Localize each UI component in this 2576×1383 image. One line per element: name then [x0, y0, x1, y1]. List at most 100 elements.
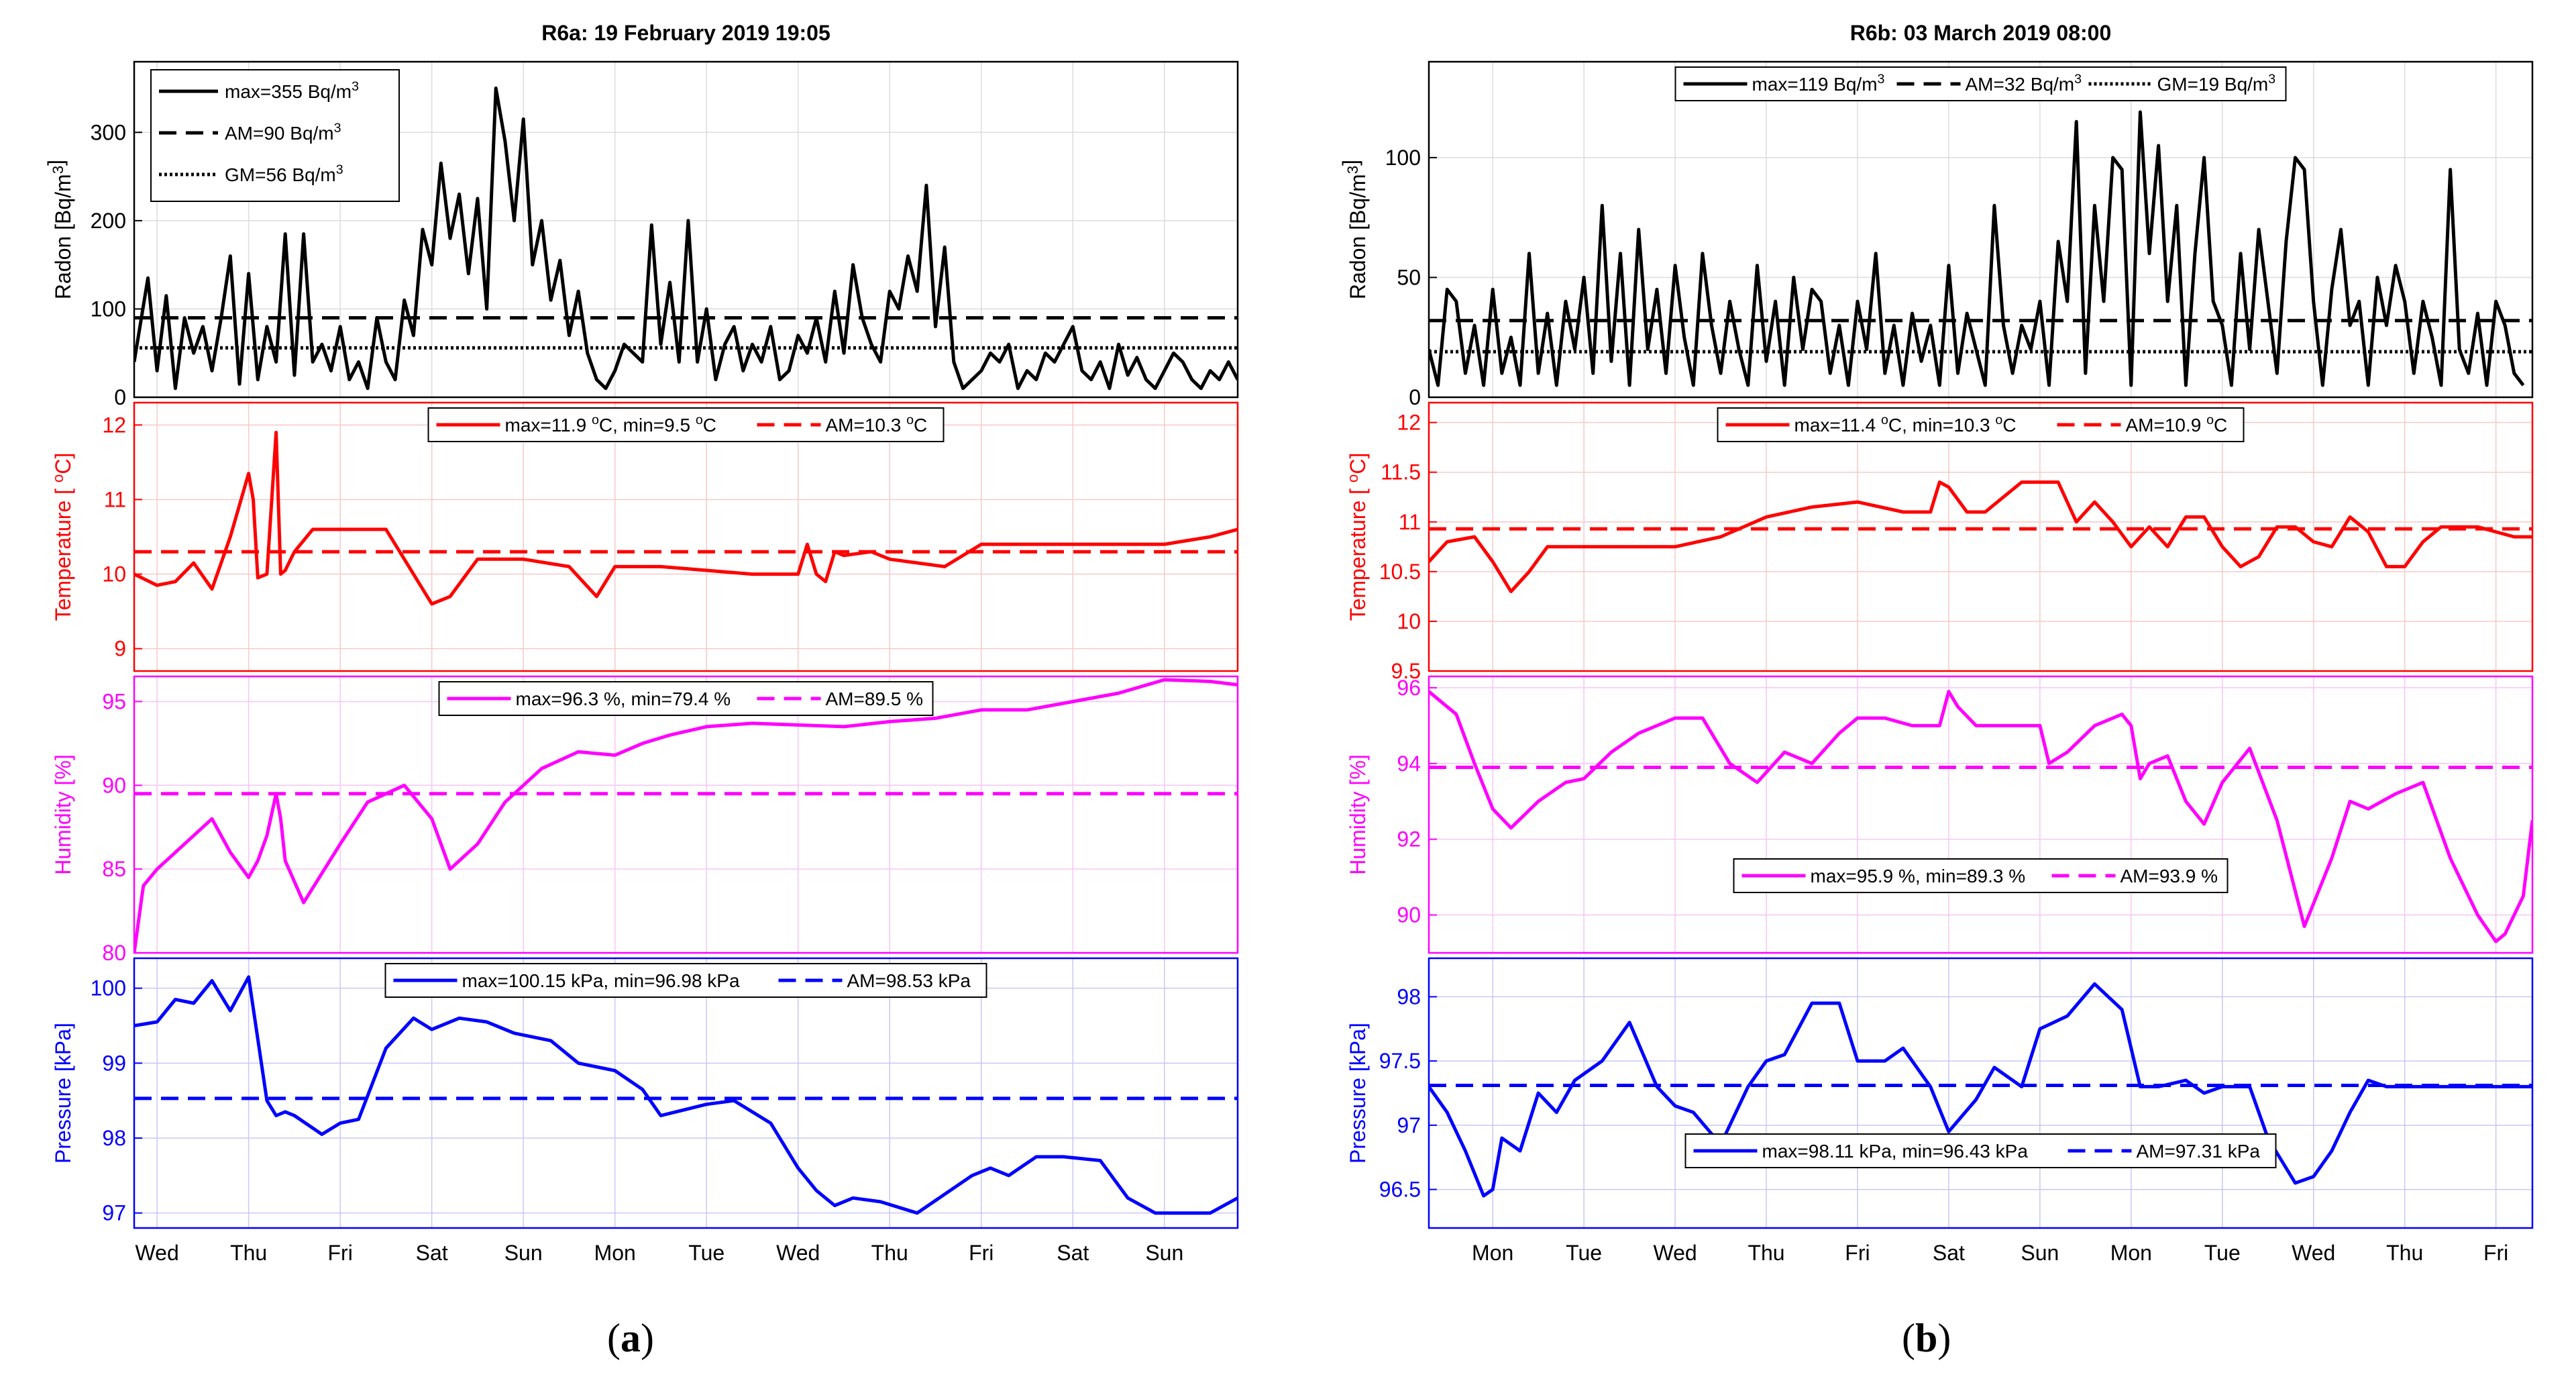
legend-box: [384, 963, 987, 998]
subplot-temperature: 9 10 11 12 Temperature [ oC] max=11.9 oC, min…: [50, 401, 1239, 672]
y-tick-label: 97: [102, 1201, 126, 1225]
y-tick-label: 90: [102, 773, 126, 797]
y-tick-label: 300: [91, 120, 126, 144]
x-tick-label: Wed: [136, 1241, 179, 1265]
legend-box: [427, 407, 945, 442]
y-tick-label: 97.5: [1379, 1049, 1421, 1073]
x-tick-label: Wed: [2292, 1241, 2335, 1265]
series-line: [134, 430, 1238, 606]
y-tick-label: 0: [114, 385, 126, 409]
legend: max=98.11 kPa, min=96.43 kPa AM=97.31 kPa: [1684, 1133, 2277, 1168]
legend-box: [1717, 407, 2245, 442]
legend-label: max=100.15 kPa, min=96.98 kPa: [462, 970, 740, 991]
x-tick-label: Tue: [688, 1241, 724, 1265]
y-tick-label: 50: [1397, 265, 1421, 289]
legend-box: [1674, 66, 2287, 101]
legend: max=11.9 oC, min=9.5 oC AM=10.3 oC: [427, 407, 945, 442]
legend-label: max=96.3 %, min=79.4 %: [516, 688, 731, 709]
y-tick-label: 12: [102, 413, 126, 437]
x-tick-label: Mon: [594, 1241, 636, 1265]
y-tick-label: 94: [1397, 752, 1421, 776]
axes-box: [1428, 957, 2534, 1229]
y-tick-label: 96: [1397, 676, 1421, 700]
subplot-radon: 0 100 200 300 Radon [Bq/m3] max=355 Bq/m3 AM=9…: [44, 60, 1239, 409]
legend: max=100.15 kPa, min=96.98 kPa AM=98.53 kP…: [384, 963, 987, 998]
x-tick-label: Tue: [2204, 1241, 2241, 1265]
subplot-temperature: 9.5 10 10.5 11 11.5 12 Temperature [ oC] max=11…: [1344, 401, 2534, 683]
y-tick-label: 9.5: [1391, 659, 1421, 683]
legend-box: [1733, 858, 2229, 893]
legend-box: [1684, 1133, 2277, 1168]
chart-title: R6b: 03 March 2019 08:00: [1850, 21, 2112, 45]
series-line: [1429, 480, 2532, 593]
series-line: [1429, 982, 2532, 1198]
legend-label: max=95.9 %, min=89.3 %: [1811, 866, 2026, 886]
subplot-pressure: 96.5 97 97.5 98 Pressure [kPa] max=98.11 kPa,…: [1346, 957, 2534, 1229]
caption-b: (b): [1902, 1316, 1951, 1360]
y-axis-label: Radon [Bq/m3]: [44, 160, 75, 299]
series-line: [1429, 690, 2532, 943]
subplot-humidity: 80 85 90 95 Humidity [%] max=96.3 %, min=79.4…: [51, 675, 1239, 965]
series-line: [1429, 110, 2525, 387]
series-line: [134, 87, 1238, 391]
y-tick-label: 100: [1385, 146, 1421, 170]
legend-label: AM=10.9 oC: [2126, 413, 2228, 436]
legend-label: AM=89.5 %: [826, 688, 924, 709]
axes-box: [1428, 401, 2534, 672]
legend-label: max=98.11 kPa, min=96.43 kPa: [1762, 1141, 2029, 1162]
subplot-pressure: 97 98 99 100 Pressure [kPa] max=100.15 kPa, m…: [51, 957, 1239, 1229]
x-tick-label: Wed: [776, 1241, 820, 1265]
x-tick-label: Mon: [2110, 1241, 2152, 1265]
y-axis-label: Temperature [ oC]: [50, 453, 75, 621]
y-tick-label: 98: [102, 1126, 126, 1150]
y-tick-label: 98: [1397, 984, 1421, 1009]
legend-label: AM=32 Bq/m3: [1966, 72, 2082, 95]
subplot-humidity: 90 92 94 96 Humidity [%] max=95.9 %, min=89.3…: [1346, 675, 2534, 954]
legend: max=95.9 %, min=89.3 % AM=93.9 %: [1733, 858, 2229, 893]
chart-b: R6b: 03 March 2019 08:00 0 50 100 Radon [Bq/…: [1338, 21, 2534, 1265]
y-tick-label: 96.5: [1379, 1178, 1421, 1202]
chart-title: R6a: 19 February 2019 19:05: [541, 21, 830, 45]
legend-label: GM=19 Bq/m3: [2157, 72, 2276, 95]
x-tick-label: Tue: [1566, 1241, 1602, 1265]
y-tick-label: 100: [91, 297, 126, 321]
y-tick-label: 99: [102, 1051, 126, 1075]
x-tick-label: Sat: [1057, 1241, 1089, 1265]
axes-box: [133, 675, 1239, 954]
y-tick-label: 85: [102, 857, 126, 881]
y-tick-label: 11: [1399, 510, 1421, 534]
y-tick-label: 200: [91, 209, 126, 233]
axes-box: [133, 401, 1239, 672]
y-axis-label: Pressure [kPa]: [1346, 1023, 1370, 1164]
x-tick-label: Fri: [1845, 1241, 1870, 1265]
legend-label: max=355 Bq/m3: [225, 79, 359, 102]
y-tick-label: 100: [91, 976, 126, 1001]
legend-label: AM=93.9 %: [2121, 866, 2218, 886]
legend-label: AM=98.53 kPa: [847, 970, 971, 991]
y-tick-label: 12: [1397, 411, 1421, 435]
legend: max=96.3 %, min=79.4 % AM=89.5 %: [438, 681, 934, 716]
legend-label: AM=10.3 oC: [826, 413, 928, 436]
y-tick-label: 92: [1397, 827, 1421, 852]
y-tick-label: 97: [1397, 1113, 1421, 1137]
x-tick-label: Wed: [1653, 1241, 1697, 1265]
y-axis-label: Humidity [%]: [51, 754, 75, 875]
y-axis-label: Radon [Bq/m3]: [1338, 160, 1370, 299]
y-tick-label: 10: [102, 562, 126, 586]
y-tick-label: 10.5: [1379, 560, 1421, 584]
x-tick-label: Fri: [969, 1241, 994, 1265]
y-axis-label: Temperature [ oC]: [1344, 453, 1370, 621]
legend: max=355 Bq/m3 AM=90 Bq/m3 GM=56 Bq/m3: [150, 69, 400, 202]
y-axis-label: Humidity [%]: [1346, 754, 1370, 875]
chart-a: R6a: 19 February 2019 19:05 0 100 200 300 Rad…: [44, 21, 1239, 1265]
axes-box: [1428, 60, 2534, 399]
axes-box: [133, 60, 1239, 399]
x-tick-label: Fri: [328, 1241, 353, 1265]
y-tick-label: 11: [104, 487, 126, 511]
x-tick-label: Thu: [2386, 1241, 2423, 1265]
axes-box: [133, 957, 1239, 1229]
y-tick-label: 0: [1409, 385, 1421, 409]
x-tick-label: Sat: [1933, 1241, 1965, 1265]
legend-label: AM=90 Bq/m3: [225, 121, 341, 144]
